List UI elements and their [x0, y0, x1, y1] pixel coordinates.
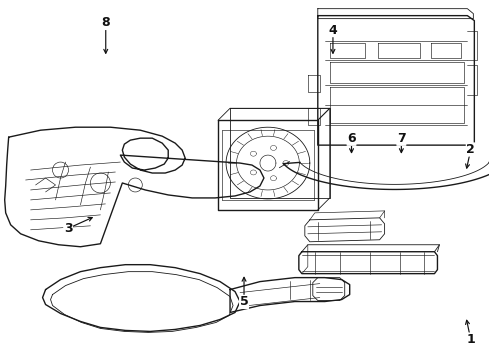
Text: 6: 6: [347, 132, 356, 145]
Text: 8: 8: [101, 17, 110, 30]
Text: 5: 5: [240, 296, 248, 309]
Text: 2: 2: [466, 143, 475, 156]
Text: 1: 1: [466, 333, 475, 346]
Text: 4: 4: [329, 24, 337, 37]
Text: 3: 3: [64, 222, 73, 235]
Text: 7: 7: [397, 132, 406, 145]
